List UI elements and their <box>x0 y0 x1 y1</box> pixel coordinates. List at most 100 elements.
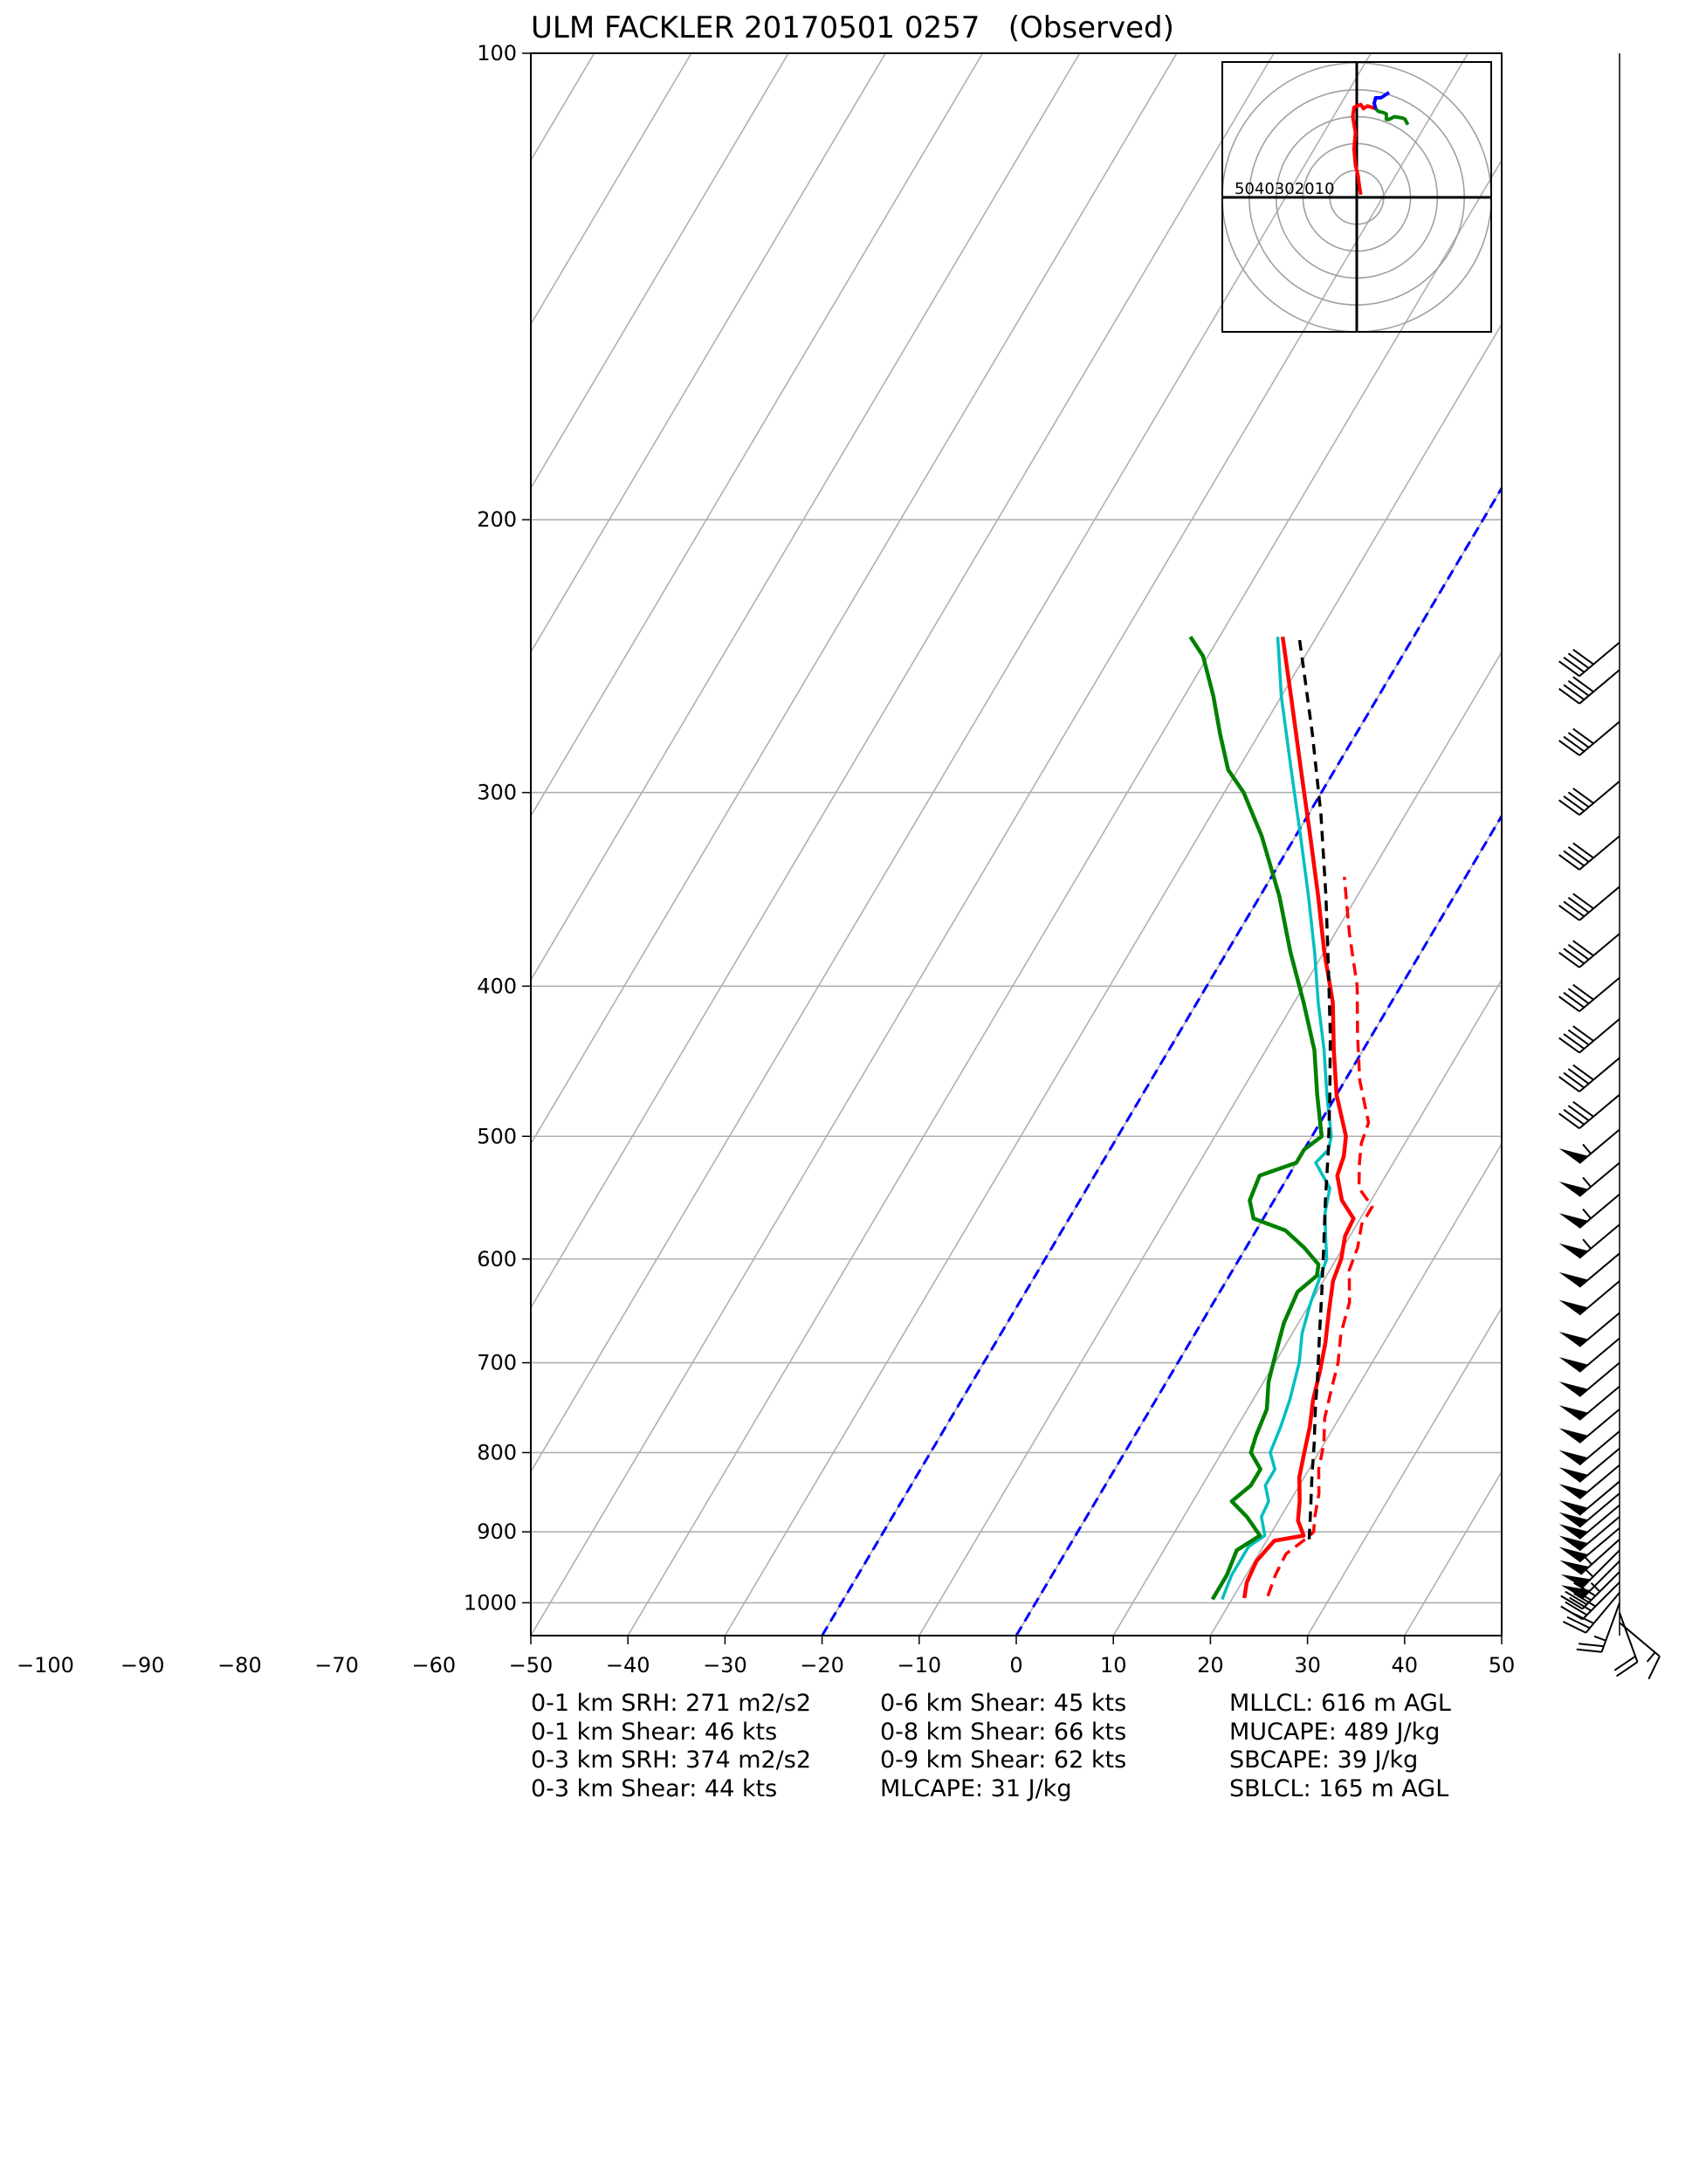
wind-barb-shaft <box>1579 1193 1620 1229</box>
wind-barb-flag <box>1567 897 1590 913</box>
stat-sblcl: SBLCL: 165 m AGL <box>1229 1774 1449 1802</box>
wind-barb-flag <box>1567 944 1590 961</box>
wind-barb-shaft <box>1579 976 1620 1012</box>
wind-barb-pennant <box>1558 1381 1588 1397</box>
wind-barb-pennant <box>1558 1535 1588 1551</box>
wind-barb <box>1558 1480 1620 1516</box>
x-tick-label: 50 <box>1489 1653 1516 1678</box>
isotherm--120 <box>531 53 789 490</box>
wind-barb-shaft <box>1619 1612 1639 1663</box>
wind-barb-shaft <box>1579 669 1620 705</box>
wind-barb <box>1558 1312 1620 1347</box>
wind-barb <box>1558 1385 1620 1421</box>
wind-barb-flag <box>1558 854 1580 871</box>
wind-barb-flag <box>1558 799 1580 816</box>
wind-barb <box>1560 1560 1620 1599</box>
stats-column-3: MLLCL: 616 m AGL MUCAPE: 489 J/kg SBCAPE… <box>1229 1690 1451 1803</box>
isotherm--50 <box>531 53 1469 1636</box>
wind-barb-flag <box>1565 1601 1588 1616</box>
wind-barb-half-flag <box>1590 1581 1601 1593</box>
wind-barb-half-flag <box>1582 1143 1592 1154</box>
wind-barb-shaft <box>1581 1581 1620 1621</box>
wind-barb-flag <box>1563 1108 1585 1126</box>
temperature-profile <box>1242 636 1356 1599</box>
wind-barb-pennant <box>1558 1299 1588 1315</box>
wind-barb-flag <box>1572 787 1594 804</box>
wetbulb-profile <box>1221 637 1333 1601</box>
wind-barb-pennant <box>1558 1547 1588 1562</box>
wind-barb-flag <box>1567 988 1590 1004</box>
wind-barb-pennant <box>1558 1524 1588 1540</box>
wind-barb-shaft <box>1579 1464 1620 1500</box>
x-tick-label: −30 <box>703 1653 747 1678</box>
x-tick-label: −40 <box>606 1653 650 1678</box>
stat-shear-0-3km: 0-3 km Shear: 44 kts <box>531 1774 778 1802</box>
isotherm--80 <box>531 53 1178 1146</box>
wind-barb <box>1558 976 1620 1012</box>
wind-barb-pennant <box>1558 1332 1588 1347</box>
wind-barb-half-flag <box>1593 1635 1606 1642</box>
wind-barb <box>1558 1361 1620 1397</box>
wind-barb <box>1558 1408 1620 1444</box>
wind-barb <box>1558 1527 1620 1563</box>
wind-barb-flag <box>1567 791 1590 809</box>
x-tick-label: −70 <box>314 1653 359 1678</box>
wind-barb-pennant <box>1558 1182 1588 1197</box>
wind-barb <box>1558 1223 1620 1259</box>
wind-barb-shaft <box>1579 1312 1620 1347</box>
wind-barb <box>1613 1612 1639 1678</box>
wind-barb <box>1619 1622 1661 1680</box>
y-tick-label: 500 <box>477 1124 517 1148</box>
wind-barb-flag <box>1563 1621 1586 1634</box>
wind-barb-shaft <box>1579 1447 1620 1483</box>
wind-barb-pennant <box>1558 1428 1588 1443</box>
wind-barb <box>1558 1193 1620 1229</box>
stat-shear-0-9km: 0-9 km Shear: 62 kts <box>880 1747 1127 1774</box>
isotherm--60 <box>531 53 1372 1473</box>
y-tick-label: 400 <box>477 974 517 998</box>
wind-barb-flag <box>1567 732 1590 748</box>
wind-barb-flag <box>1565 1590 1588 1606</box>
wind-barb-flag <box>1563 900 1585 918</box>
wind-barb-flag <box>1572 983 1594 1001</box>
wind-barbs <box>1558 641 1661 1680</box>
stat-shear-0-8km: 0-8 km Shear: 66 kts <box>880 1718 1127 1746</box>
wind-barb <box>1558 885 1620 921</box>
wind-barb-pennant <box>1558 1500 1588 1516</box>
stat-mlcape: MLCAPE: 31 J/kg <box>880 1774 1072 1802</box>
isotherm-highlight--20 <box>821 486 1502 1636</box>
isotherm--10 <box>918 651 1502 1636</box>
x-tick-label: −50 <box>509 1653 554 1678</box>
wind-barb-flag <box>1558 1076 1580 1092</box>
wind-barb-pennant <box>1558 1405 1588 1421</box>
wind-barb-flag <box>1558 1113 1580 1129</box>
wind-barb-flag <box>1572 892 1594 910</box>
wind-barb-flag <box>1572 676 1594 692</box>
wind-barb-flag <box>1572 727 1594 745</box>
wind-barb <box>1558 1161 1620 1197</box>
wind-barb-shaft <box>1579 1057 1620 1092</box>
wind-barb <box>1558 669 1620 705</box>
isotherm--100 <box>531 53 984 817</box>
isotherm--70 <box>531 53 1275 1310</box>
wind-barb-flag <box>1558 1037 1580 1054</box>
skewt-grid <box>531 53 1502 1636</box>
wind-barb-pennant <box>1558 1271 1588 1287</box>
wind-barb-shaft <box>1579 780 1620 816</box>
wind-barb-half-flag <box>1582 1176 1592 1188</box>
parcel-profile <box>1297 636 1332 1540</box>
x-tick-label: 40 <box>1392 1653 1419 1678</box>
wind-barb-flag <box>1573 1592 1596 1608</box>
stat-shear-0-6km: 0-6 km Shear: 45 kts <box>880 1690 1127 1717</box>
wind-barb-flag <box>1567 1029 1590 1046</box>
wind-barb-flag <box>1579 1643 1604 1648</box>
y-tick-label: 200 <box>477 507 517 532</box>
wind-barb-flag <box>1566 1616 1591 1629</box>
wind-barb-flag <box>1560 1595 1584 1610</box>
wind-barb-flag <box>1563 850 1585 867</box>
wind-barb-shaft <box>1579 1538 1620 1575</box>
x-tick-label: −100 <box>17 1653 74 1678</box>
wind-barb-pennant <box>1559 1560 1590 1574</box>
isotherm-50 <box>1501 1634 1502 1636</box>
wind-barb-shaft <box>1579 933 1620 968</box>
